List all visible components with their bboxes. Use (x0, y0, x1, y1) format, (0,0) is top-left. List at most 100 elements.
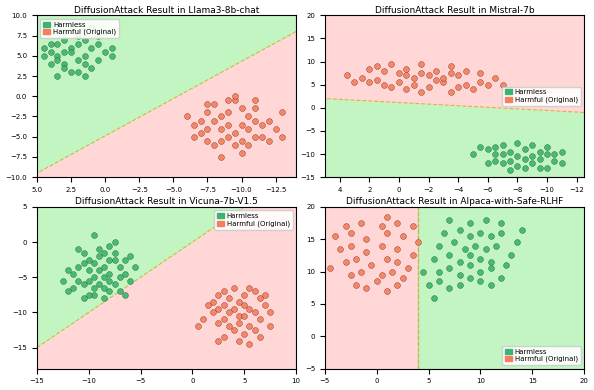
Harmless (483, 146, 492, 152)
Harmful (Original) (250, 309, 260, 316)
Harmful (Original) (408, 223, 418, 229)
Harmless (513, 153, 522, 160)
Harmful (Original) (203, 302, 213, 308)
Harmless (67, 49, 76, 55)
Harmful (Original) (356, 268, 366, 275)
Harmful (Original) (237, 150, 247, 156)
Harmless (120, 257, 129, 263)
Harmful (Original) (230, 97, 239, 103)
Harmless (450, 239, 459, 246)
Harmful (Original) (416, 70, 426, 76)
Harmful (Original) (214, 337, 223, 344)
Harmful (Original) (210, 117, 219, 124)
Harmless (444, 217, 454, 223)
Harmful (Original) (203, 101, 212, 108)
Harmless (39, 44, 49, 51)
Harmful (Original) (239, 302, 249, 308)
Harmful (Original) (402, 86, 411, 92)
Harmless (476, 255, 485, 262)
Harmful (Original) (203, 126, 212, 132)
Harmless (107, 44, 116, 51)
Harmful (Original) (346, 243, 355, 249)
Harmful (Original) (398, 233, 407, 239)
Harmless (542, 165, 552, 171)
Harmful (Original) (409, 82, 418, 88)
Harmful (Original) (446, 63, 456, 69)
Harmful (Original) (208, 309, 218, 316)
Harmful (Original) (224, 323, 233, 330)
Harmful (Original) (372, 63, 381, 69)
Harmless (520, 165, 529, 171)
Harmful (Original) (446, 89, 456, 95)
Harmless (46, 49, 55, 55)
Harmless (476, 144, 485, 150)
Harmful (Original) (366, 262, 376, 268)
Harmless (486, 233, 495, 239)
Harmless (481, 217, 490, 223)
Bar (325, 207, 418, 369)
Harmless (100, 49, 110, 55)
Harmful (Original) (216, 113, 226, 120)
Harmless (87, 24, 96, 30)
Harmless (476, 278, 485, 284)
Harmful (Original) (403, 265, 412, 271)
Harmful (Original) (380, 82, 389, 88)
Harmless (59, 28, 69, 35)
Harmful (Original) (244, 126, 253, 132)
Harmless (505, 158, 515, 164)
Harmless (491, 144, 500, 150)
Harmless (455, 259, 465, 265)
Harmful (Original) (424, 84, 433, 90)
Harmless (517, 227, 526, 233)
Harmless (498, 142, 507, 148)
Harmful (Original) (346, 272, 355, 278)
Harmful (Original) (380, 68, 389, 74)
Harmless (520, 146, 529, 152)
Harmless (80, 61, 89, 67)
Harmless (444, 285, 454, 291)
Harmless (59, 49, 69, 55)
Harmful (Original) (431, 77, 441, 83)
Harmless (470, 243, 480, 249)
Harmless (455, 282, 465, 288)
Harmless (486, 265, 495, 271)
Harmless (429, 294, 438, 301)
Harmless (46, 41, 55, 47)
Harmless (100, 264, 109, 270)
Harmless (80, 73, 89, 79)
Harmless (455, 272, 465, 278)
Harmless (84, 257, 93, 263)
Harmless (73, 57, 83, 63)
Harmless (87, 44, 96, 51)
Harmful (Original) (372, 77, 381, 83)
Harmful (Original) (203, 138, 212, 144)
Harmful (Original) (245, 285, 254, 291)
Title: DiffusionAttack Result in Mistral-7b: DiffusionAttack Result in Mistral-7b (375, 5, 534, 14)
Harmful (Original) (383, 255, 392, 262)
Harmful (Original) (446, 70, 456, 76)
Title: DiffusionAttack Result in Vicuna-7b-V1.5: DiffusionAttack Result in Vicuna-7b-V1.5 (75, 197, 258, 206)
Harmless (73, 32, 83, 39)
Harmful (Original) (453, 84, 463, 90)
Harmful (Original) (498, 82, 507, 88)
Harmless (434, 278, 444, 284)
Harmless (100, 285, 109, 291)
Harmless (549, 151, 559, 157)
Harmless (84, 278, 93, 284)
Harmless (527, 142, 537, 148)
Harmful (Original) (416, 89, 426, 95)
Harmless (476, 268, 485, 275)
Harmless (53, 57, 62, 63)
Harmless (498, 160, 507, 167)
Harmless (486, 282, 495, 288)
Harmful (Original) (239, 313, 249, 319)
Harmless (115, 264, 125, 270)
Harmful (Original) (264, 117, 274, 124)
Harmless (542, 151, 552, 157)
Harmless (465, 252, 475, 259)
Harmful (Original) (239, 330, 249, 337)
Harmless (115, 288, 125, 294)
Harmless (94, 246, 104, 252)
Harmful (Original) (229, 285, 239, 291)
Harmless (557, 160, 567, 167)
